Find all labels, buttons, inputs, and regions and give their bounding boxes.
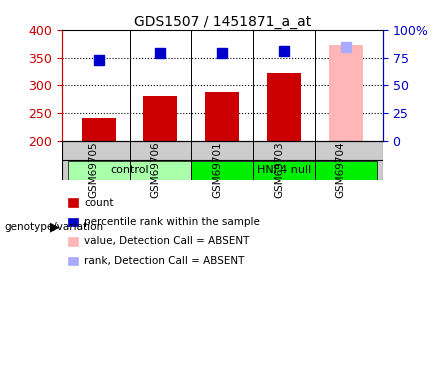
Text: GSM69703: GSM69703 <box>274 141 284 198</box>
Text: GSM69705: GSM69705 <box>89 141 99 198</box>
Text: GSM69706: GSM69706 <box>150 141 161 198</box>
Bar <box>205 92 239 141</box>
Text: HNF4 null: HNF4 null <box>257 165 311 175</box>
Bar <box>82 118 116 141</box>
Bar <box>267 72 301 141</box>
Text: ▶: ▶ <box>50 220 60 233</box>
Text: value, Detection Call = ABSENT: value, Detection Call = ABSENT <box>84 237 250 246</box>
Text: GSM69701: GSM69701 <box>212 141 222 198</box>
Text: percentile rank within the sample: percentile rank within the sample <box>84 217 260 227</box>
Text: rank, Detection Call = ABSENT: rank, Detection Call = ABSENT <box>84 256 245 266</box>
Bar <box>329 45 363 141</box>
FancyBboxPatch shape <box>191 160 377 180</box>
Text: control: control <box>110 165 149 175</box>
Text: count: count <box>84 198 114 207</box>
Title: GDS1507 / 1451871_a_at: GDS1507 / 1451871_a_at <box>134 15 311 29</box>
Text: GSM69704: GSM69704 <box>336 141 346 198</box>
FancyBboxPatch shape <box>62 141 383 160</box>
FancyBboxPatch shape <box>68 160 191 180</box>
Text: genotype/variation: genotype/variation <box>4 222 103 232</box>
Bar <box>143 96 177 141</box>
